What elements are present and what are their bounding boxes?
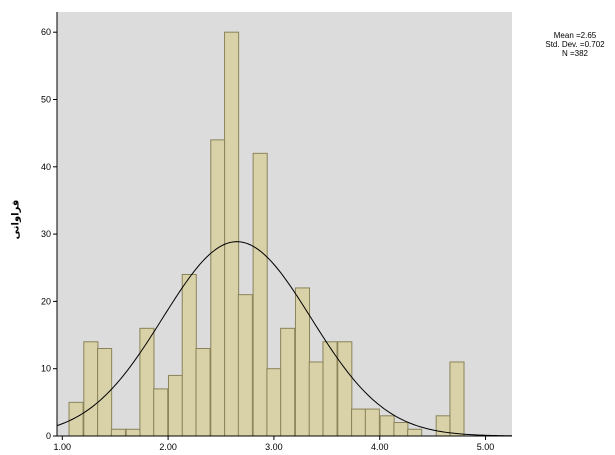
histogram-bar [195,348,211,437]
histogram-bar [83,341,99,437]
histogram-bar [97,348,113,437]
histogram-bar [351,408,367,437]
histogram-bar [167,374,184,437]
histogram-bar [294,287,311,437]
x-tick-label: 3.00 [265,442,283,452]
y-tick-label: 40 [41,162,51,172]
histogram-bar [379,415,395,437]
histogram-bar [364,408,380,437]
x-tick-label: 4.00 [371,442,389,452]
histogram-bar [210,139,226,437]
histogram-bar [153,388,169,437]
histogram-bar [125,428,141,437]
stats-box: Mean =2.65 Std. Dev. =0.702 N =382 [530,31,615,58]
histogram-bar [224,31,240,437]
stats-mean: Mean =2.65 [553,31,597,40]
y-tick-label: 60 [41,27,51,37]
histogram-bar [337,341,353,437]
histogram-bar [110,428,126,437]
histogram-bar [68,401,84,437]
histogram-bar [407,428,423,437]
axes: 0 10 20 30 40 50 60 1.00 2.00 3.00 4.00 5.00 [41,12,512,452]
histogram-bar [449,361,465,437]
x-tick-label: 2.00 [159,442,177,452]
stats-std-dev: Std. Dev. =0.702 [545,40,605,49]
histogram-bar [280,327,296,437]
y-tick-label: 0 [46,431,51,441]
histogram-bar [252,152,268,437]
y-tick-label: 50 [41,94,51,104]
y-tick-label: 20 [41,296,51,306]
x-tick-label: 5.00 [477,442,495,452]
histogram-bar [237,294,253,437]
y-tick-label: 10 [41,364,51,374]
normal-curve [56,241,513,437]
histogram-bar [308,361,324,437]
x-tick-label: 1.00 [54,442,72,452]
y-tick-label: 30 [41,229,51,239]
histogram-bar [266,368,282,437]
y-axis-label: فراوانی [10,199,22,240]
histogram-bar [393,422,409,437]
histogram-bar [181,273,197,437]
stats-n: N =382 [561,49,589,58]
bar-series [68,31,465,437]
histogram-bar [322,341,338,437]
histogram-bar [139,327,155,437]
